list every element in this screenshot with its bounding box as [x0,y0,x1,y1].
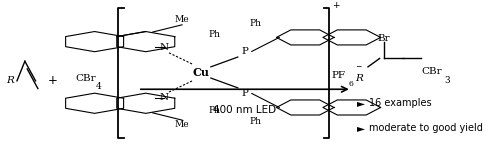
Text: R: R [6,76,14,85]
Text: 16 examples: 16 examples [370,98,432,108]
Text: N: N [160,93,169,102]
Text: ►: ► [357,98,365,108]
Text: Ph: Ph [250,19,262,28]
Text: Me: Me [174,15,190,24]
Text: +: + [332,1,339,10]
Text: Br: Br [378,34,390,43]
Text: 4: 4 [96,82,102,91]
Text: ►: ► [357,124,365,133]
Text: CBr: CBr [422,67,442,75]
Text: P: P [242,89,248,98]
Text: −: − [355,63,362,71]
Text: R: R [355,74,362,82]
Text: Cu: Cu [192,67,209,78]
Text: Ph: Ph [208,30,220,39]
Text: CBr: CBr [75,74,96,82]
Text: PF: PF [332,71,345,80]
Text: moderate to good yield: moderate to good yield [370,124,484,133]
Text: 6: 6 [348,80,354,88]
Text: N: N [160,43,169,52]
Text: P: P [242,47,248,56]
Text: 3: 3 [444,76,450,85]
Text: Me: Me [174,120,190,130]
Text: +: + [48,74,58,87]
Text: 400 nm LED: 400 nm LED [213,105,276,115]
Text: Ph: Ph [250,117,262,126]
Text: Ph: Ph [208,106,220,115]
